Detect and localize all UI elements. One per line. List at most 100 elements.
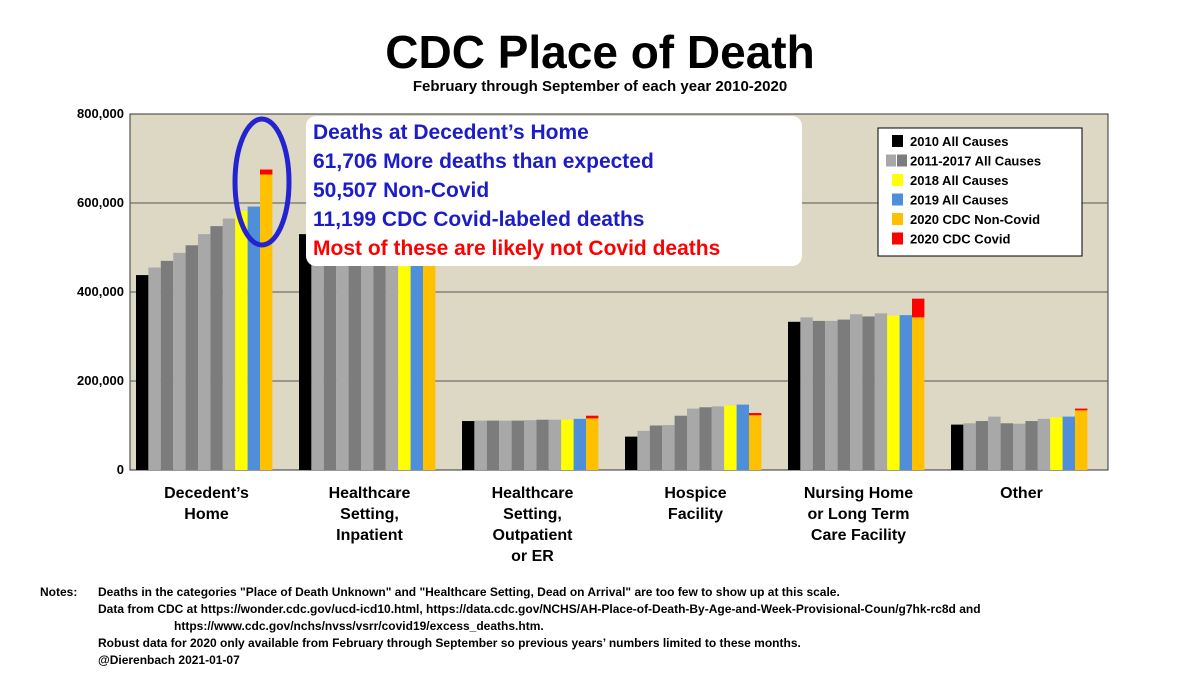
legend-swatch [886,154,896,167]
note-line: Robust data for 2020 only available from… [98,636,801,650]
bar [410,246,423,470]
bars [136,169,1088,470]
bar [361,243,374,470]
bar [788,321,801,470]
legend-label: 2018 All Causes [910,173,1009,188]
category-label-line: Healthcare [492,485,574,502]
legend-label: 2020 CDC Covid [910,232,1010,247]
bar [649,425,663,470]
bar [899,315,912,470]
legend-swatch [892,213,903,225]
category-label-line: Decedent’s [164,485,249,502]
bar [711,406,725,470]
bar [336,240,349,470]
bar [736,404,749,470]
legend-swatch [892,232,903,245]
legend-label: 2010 All Causes [910,134,1009,149]
chart-subtitle: February through September of each year … [412,78,788,95]
note-line: Deaths in the categories "Place of Death… [98,585,840,599]
chart-title: CDC Place of Death [385,26,815,78]
bar-chart: 800,000 600,000 400,000 200,000 0 Decedent’s… [77,106,1109,565]
highlight-circle [232,116,292,248]
legend-swatch [892,135,903,147]
bar [423,247,436,470]
category-label-line: Outpatient [493,527,574,544]
bar [536,419,549,470]
bar-stacked-covid [260,169,273,175]
bar [975,421,989,470]
highlight-ellipse [232,116,292,248]
legend: 2010 All Causes 2011-2017 All Causes 2018 … [877,127,1083,257]
bar [625,436,638,470]
bar [198,234,211,470]
category-label-line: Care Facility [811,527,906,544]
category-label: Healthcare Setting, Outpatient or ER [492,485,574,565]
category-label: Decedent’s Home [164,485,249,523]
bar [462,421,475,470]
y-tick-label: 600,000 [77,195,124,210]
bar [511,420,524,470]
category-label-line: Setting, [340,506,399,523]
bar [850,314,863,470]
bar [1050,417,1063,470]
category-label: Other [1000,485,1043,502]
bar [185,245,198,470]
bar [173,252,186,470]
bar [637,430,650,470]
bar [323,238,337,470]
bar [825,320,838,470]
bar [1062,416,1075,470]
bar [548,419,562,470]
bar [1013,423,1026,470]
annotation-background [306,116,802,266]
legend-box [877,127,1083,257]
bar [749,415,762,470]
legend-label: 2011-2017 All Causes [910,154,1041,169]
legend-swatch [897,154,907,167]
bar-stacked-covid [912,298,925,318]
bar-stacked-covid [1075,408,1088,411]
legend-swatch [892,174,903,186]
category-label-line: or Long Term [808,506,910,523]
bar [222,218,236,470]
bar-stacked-covid [586,415,599,419]
bar [887,315,900,470]
annotation-line: Most of these are likely not Covid death… [313,237,720,260]
bar [862,316,875,470]
note-line: @Dierenbach 2021-01-07 [98,653,240,667]
bar [874,313,888,470]
y-tick-label: 800,000 [77,106,124,121]
category-label-line: Healthcare [329,485,411,502]
bar [373,243,386,470]
category-label-line: Setting, [503,506,562,523]
bar [235,211,248,470]
category-labels: Decedent’s Home Healthcare Setting, Inpatien… [164,485,1043,565]
bar [210,226,223,470]
annotation-box: Deaths at Decedent’s Home 61,706 More dea… [306,116,802,266]
legend-label: 2019 All Causes [910,193,1009,208]
bar [1075,410,1088,470]
bar [561,419,574,470]
bar [1000,423,1013,470]
bar [385,242,399,470]
category-label: Hospice Facility [664,485,726,523]
bar [148,267,161,470]
bar [988,416,1001,470]
bar [674,415,687,470]
legend-label: 2020 CDC Non-Covid [910,212,1040,227]
y-tick-label: 0 [117,462,124,477]
bar [247,206,260,470]
bar [573,418,586,470]
bar [311,236,324,470]
bar [812,320,826,470]
y-tick-label: 200,000 [77,373,124,388]
annotation-line: 61,706 More deaths than expected [313,150,654,173]
category-label-line: Facility [668,506,723,523]
bar [499,420,512,470]
note-line: Data from CDC at https://wonder.cdc.gov/… [98,602,981,616]
y-axis-ticks: 800,000 600,000 400,000 200,000 0 [77,106,124,477]
bar [912,317,925,470]
notes-label: Notes: [40,585,78,599]
legend-swatch [892,193,903,206]
bar [474,420,487,470]
